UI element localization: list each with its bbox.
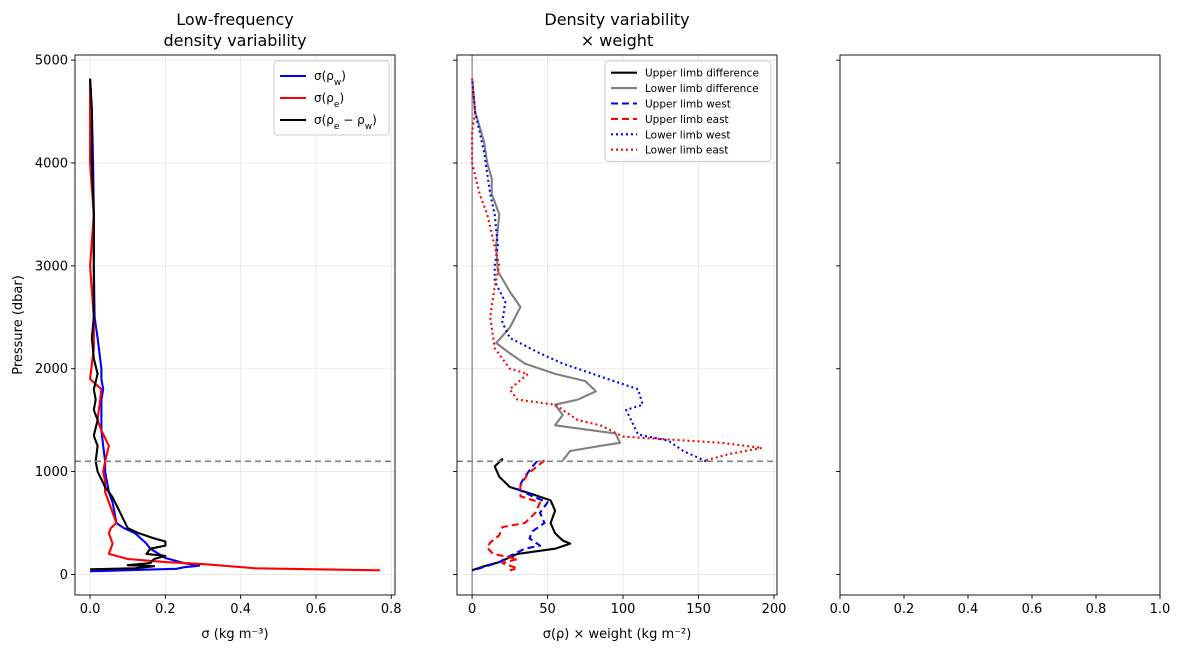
y-tick-label: 5000 <box>35 54 68 69</box>
legend-label: Upper limb east <box>645 114 729 126</box>
x-tick-label: 150 <box>686 602 711 617</box>
x-tick-label: 0.4 <box>230 602 251 617</box>
x-tick-label: 0.0 <box>80 602 101 617</box>
x-tick-label: 0.8 <box>381 602 402 617</box>
legend-label: σ(ρe) <box>314 91 344 110</box>
series-line <box>89 80 380 572</box>
x-tick-label: 50 <box>539 602 556 617</box>
series-line <box>471 78 763 462</box>
x-tick-label: 0.0 <box>830 602 851 617</box>
series-line <box>89 78 167 571</box>
y-tick-label: 4000 <box>35 157 68 172</box>
panel-empty: 0.0 0.2 0.4 0.6 0.8 1.0 <box>830 54 1171 617</box>
x-tick-label: 1.0 <box>1150 602 1171 617</box>
panel-title: × weight <box>581 31 653 50</box>
plot-area <box>457 55 777 595</box>
x-axis-label: σ(ρ) × weight (kg m⁻²) <box>543 627 692 642</box>
legend-label: Lower limb difference <box>645 83 759 95</box>
legend-box <box>604 60 772 162</box>
panel-title: Low-frequency <box>176 10 294 29</box>
axes-frame <box>839 54 1161 596</box>
panel-title: Density variability <box>544 10 689 29</box>
legend-label: Lower limb east <box>645 145 728 157</box>
panel-title: density variability <box>163 31 306 50</box>
series-line <box>471 78 622 461</box>
x-tick-label: 100 <box>611 602 636 617</box>
legend-label: Upper limb difference <box>645 68 759 80</box>
plot-area <box>75 78 395 573</box>
panel-low-frequency: 0.0 0.2 0.4 0.6 0.8 0 1000 2000 3000 4000 5000 Low-… <box>11 10 402 642</box>
x-tick-label: 200 <box>762 602 787 617</box>
y-tick-label: 0 <box>60 568 68 583</box>
y-axis-label: Pressure (dbar) <box>11 275 26 375</box>
legend-label: Upper limb west <box>645 99 731 111</box>
x-tick-label: 0.4 <box>958 602 979 617</box>
series-line <box>471 458 572 572</box>
x-tick-label: 0.6 <box>1022 602 1043 617</box>
x-tick-label: 0.6 <box>306 602 327 617</box>
series-line <box>486 459 546 572</box>
x-axis-label: σ (kg m⁻³) <box>201 627 268 642</box>
x-tick-label: 0 <box>468 602 476 617</box>
legend-label: Lower limb west <box>645 129 731 141</box>
axes-frame <box>456 54 778 596</box>
y-tick-label: 1000 <box>35 465 68 480</box>
series-line <box>471 78 707 463</box>
y-tick-label: 2000 <box>35 362 68 377</box>
legend-label: σ(ρe − ρw) <box>314 113 377 132</box>
legend-label: σ(ρw) <box>314 69 346 88</box>
y-tick-label: 3000 <box>35 259 68 274</box>
legend-box <box>273 60 390 136</box>
x-tick-label: 0.2 <box>894 602 915 617</box>
x-tick-label: 0.2 <box>155 602 176 617</box>
series-line <box>471 460 549 572</box>
panel-density-times-weight: 0 50 100 150 200 Density variability × weight σ… <box>453 10 786 642</box>
axes-frame <box>74 54 396 596</box>
x-tick-label: 0.8 <box>1086 602 1107 617</box>
